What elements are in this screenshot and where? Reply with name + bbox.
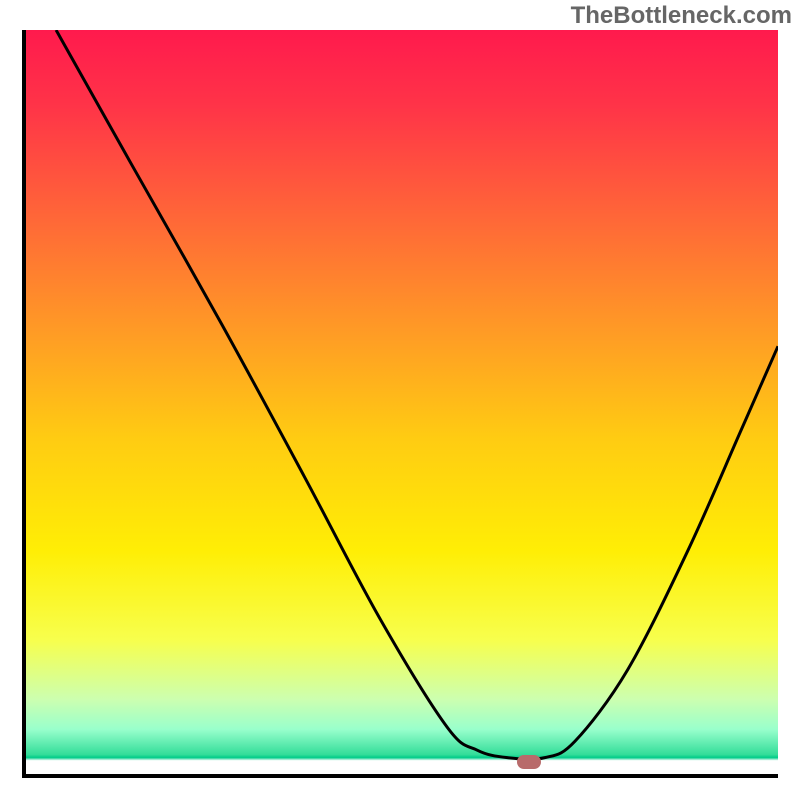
bottleneck-chart: TheBottleneck.com bbox=[0, 0, 800, 800]
watermark-text: TheBottleneck.com bbox=[571, 2, 792, 30]
optimal-marker bbox=[517, 755, 541, 769]
plot-area bbox=[22, 30, 778, 778]
bottleneck-curve bbox=[26, 30, 778, 774]
